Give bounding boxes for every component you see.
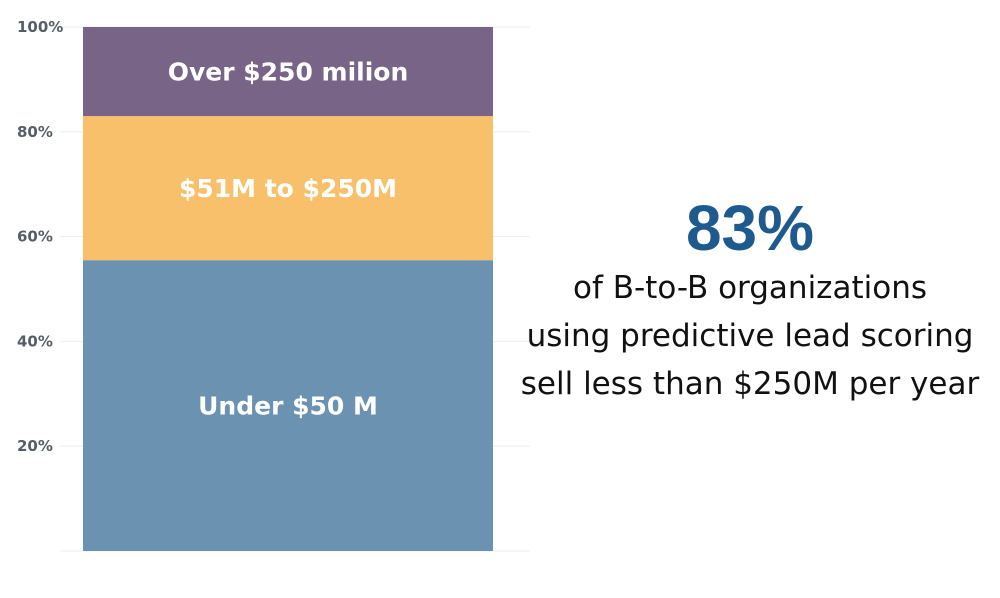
bar-segments (83, 27, 493, 551)
stacked-bar-chart: 20% 40% 60% 80% 100% Under $50 M $51M to $250… (17, 18, 530, 552)
y-tick-label: 80% (17, 123, 53, 141)
callout: 83% of B-to-B organizations using predic… (505, 192, 995, 408)
y-axis-ticks: 20% 40% 60% 80% 100% (17, 18, 63, 455)
y-tick-label: 60% (17, 228, 53, 246)
callout-line-3: sell less than $250M per year (520, 366, 980, 402)
segment-label-2: Over $250 milion (168, 58, 409, 87)
y-tick-label: 40% (17, 332, 53, 350)
bar-segment-0 (83, 260, 493, 551)
bar-segment-2 (83, 27, 493, 117)
segment-labels: Under $50 M $51M to $250M Over $250 milion (168, 58, 409, 421)
callout-line-2: using predictive lead scoring (526, 318, 974, 354)
bar-segment-1 (83, 116, 493, 261)
callout-stat: 83% (685, 192, 815, 264)
y-tick-label: 20% (17, 437, 53, 455)
callout-line-1: of B-to-B organizations (573, 270, 927, 306)
y-tick-label: 100% (17, 18, 63, 36)
segment-label-1: $51M to $250M (179, 174, 397, 203)
segment-label-0: Under $50 M (198, 392, 378, 421)
